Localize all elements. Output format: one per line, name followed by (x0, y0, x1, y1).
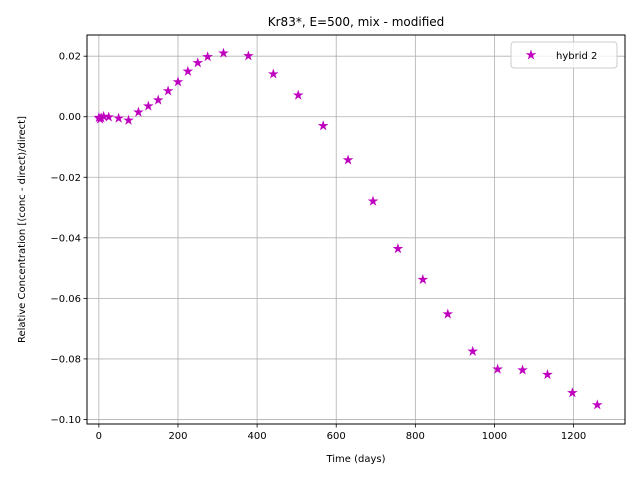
y-tick-label: 0.00 (59, 112, 81, 123)
chart-title: Kr83*, E=500, mix - modified (268, 15, 445, 29)
x-tick-label: 1200 (561, 431, 586, 442)
y-axis-ticks: −0.10 −0.08 −0.06 −0.04 −0.02 0.00 0.02 (50, 52, 87, 426)
x-tick-label: 200 (168, 431, 187, 442)
data-point (442, 308, 454, 319)
data-point (218, 47, 229, 58)
y-tick-label: −0.04 (50, 233, 81, 244)
x-tick-label: 0 (96, 431, 102, 442)
legend-label-hybrid-2: hybrid 2 (556, 51, 597, 62)
data-point (292, 89, 304, 100)
y-tick-label: −0.02 (50, 173, 81, 184)
data-point (592, 399, 603, 410)
data-point (342, 154, 354, 165)
data-point (542, 369, 553, 380)
y-tick-label: −0.10 (50, 415, 81, 426)
data-point (202, 51, 213, 62)
data-point (268, 68, 279, 79)
data-point (492, 363, 503, 374)
x-tick-label: 1000 (482, 431, 507, 442)
legend: hybrid 2 (510, 41, 618, 69)
data-point (367, 195, 379, 206)
data-point (152, 94, 164, 105)
legend-star-icon (525, 49, 537, 60)
data-point (517, 364, 528, 375)
data-point (133, 106, 144, 117)
x-tick-label: 400 (248, 431, 267, 442)
plot-frame (86, 34, 626, 425)
data-point (172, 76, 184, 87)
legend-box (510, 41, 618, 69)
data-point (98, 110, 109, 121)
x-tick-label: 600 (327, 431, 346, 442)
y-tick-label: 0.02 (59, 52, 81, 63)
data-point (123, 114, 134, 125)
data-point (162, 85, 174, 96)
y-tick-label: −0.06 (50, 294, 81, 305)
data-point (113, 112, 124, 123)
legend-marker-hybrid-2 (525, 49, 537, 60)
data-point (467, 345, 478, 356)
data-point (417, 274, 429, 285)
data-point (317, 120, 329, 131)
x-axis-label: Time (days) (325, 454, 385, 465)
y-tick-label: −0.08 (50, 354, 81, 365)
y-axis-label: Relative Concentration [(conc - direct)/… (17, 116, 28, 343)
data-point (392, 243, 404, 254)
data-point (567, 387, 578, 398)
x-axis-ticks: 0 200 400 600 800 1000 1200 (96, 424, 586, 442)
data-markers (93, 47, 603, 410)
data-point (143, 100, 154, 111)
data-point (243, 50, 254, 61)
data-point (192, 57, 204, 68)
data-point (182, 65, 194, 76)
data-point (103, 111, 115, 122)
x-tick-label: 800 (406, 431, 425, 442)
